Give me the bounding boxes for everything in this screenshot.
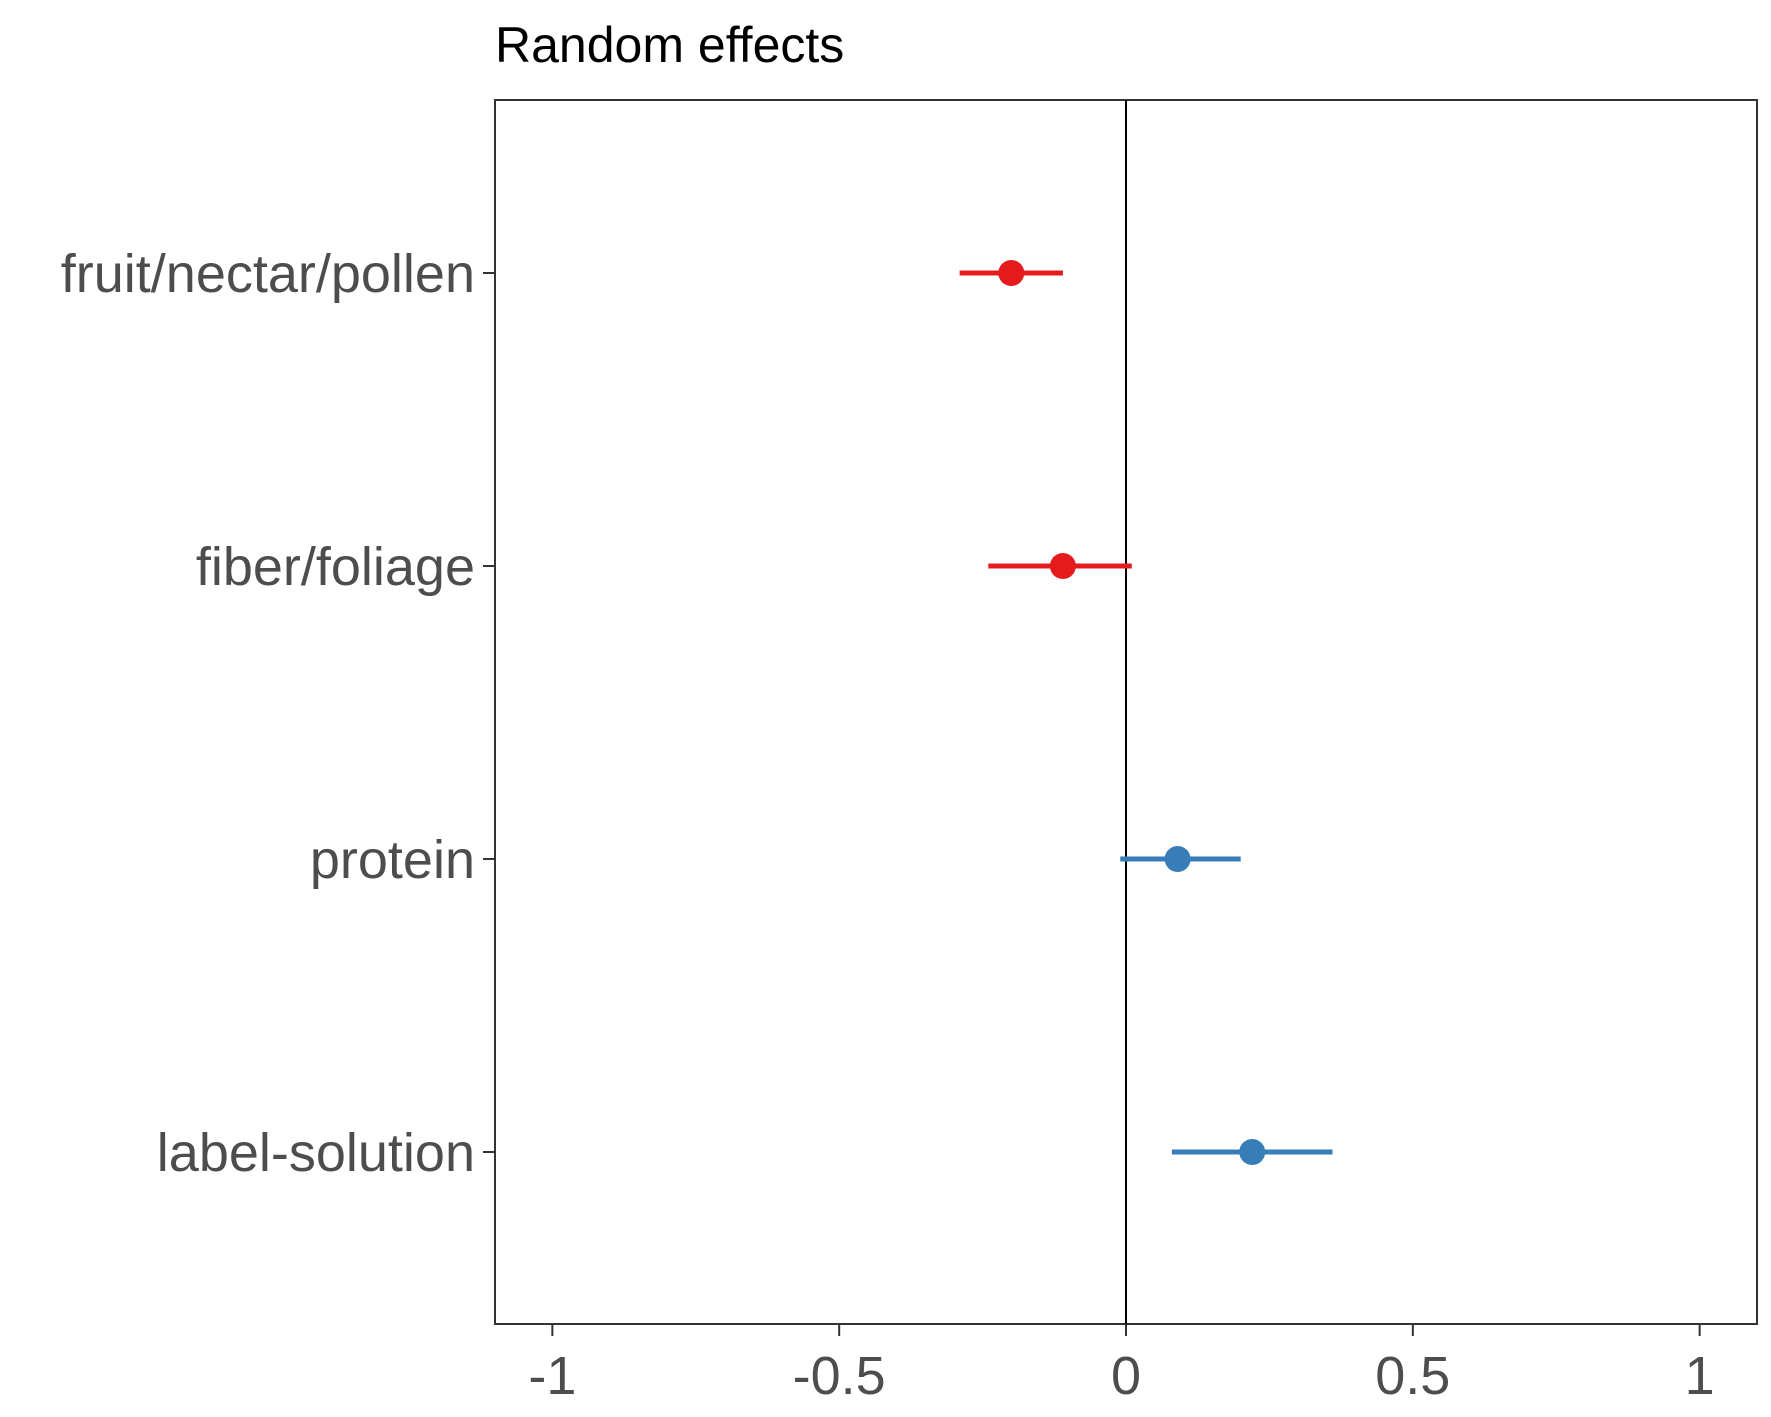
estimate-marks bbox=[959, 260, 1333, 1165]
x-tick-label: 0.5 bbox=[1375, 1346, 1450, 1406]
x-tick-label: -0.5 bbox=[793, 1346, 886, 1406]
category-label: label-solution bbox=[157, 1123, 475, 1183]
point-estimate bbox=[1239, 1139, 1266, 1165]
point-estimate bbox=[998, 260, 1025, 286]
x-axis: -1 -0.5 0 0.5 1 bbox=[528, 1324, 1715, 1406]
point-estimate bbox=[1049, 553, 1076, 579]
y-axis: fruit/nectar/pollen fiber/foliage protein l… bbox=[61, 244, 495, 1183]
x-tick-label: -1 bbox=[528, 1346, 576, 1406]
category-label: fruit/nectar/pollen bbox=[61, 244, 475, 304]
chart-title: Random effects bbox=[495, 17, 844, 73]
category-label: fiber/foliage bbox=[196, 537, 475, 597]
point-estimate bbox=[1164, 846, 1191, 872]
category-label: protein bbox=[310, 830, 475, 890]
x-tick-label: 0 bbox=[1111, 1346, 1141, 1406]
x-tick-label: 1 bbox=[1685, 1346, 1715, 1406]
